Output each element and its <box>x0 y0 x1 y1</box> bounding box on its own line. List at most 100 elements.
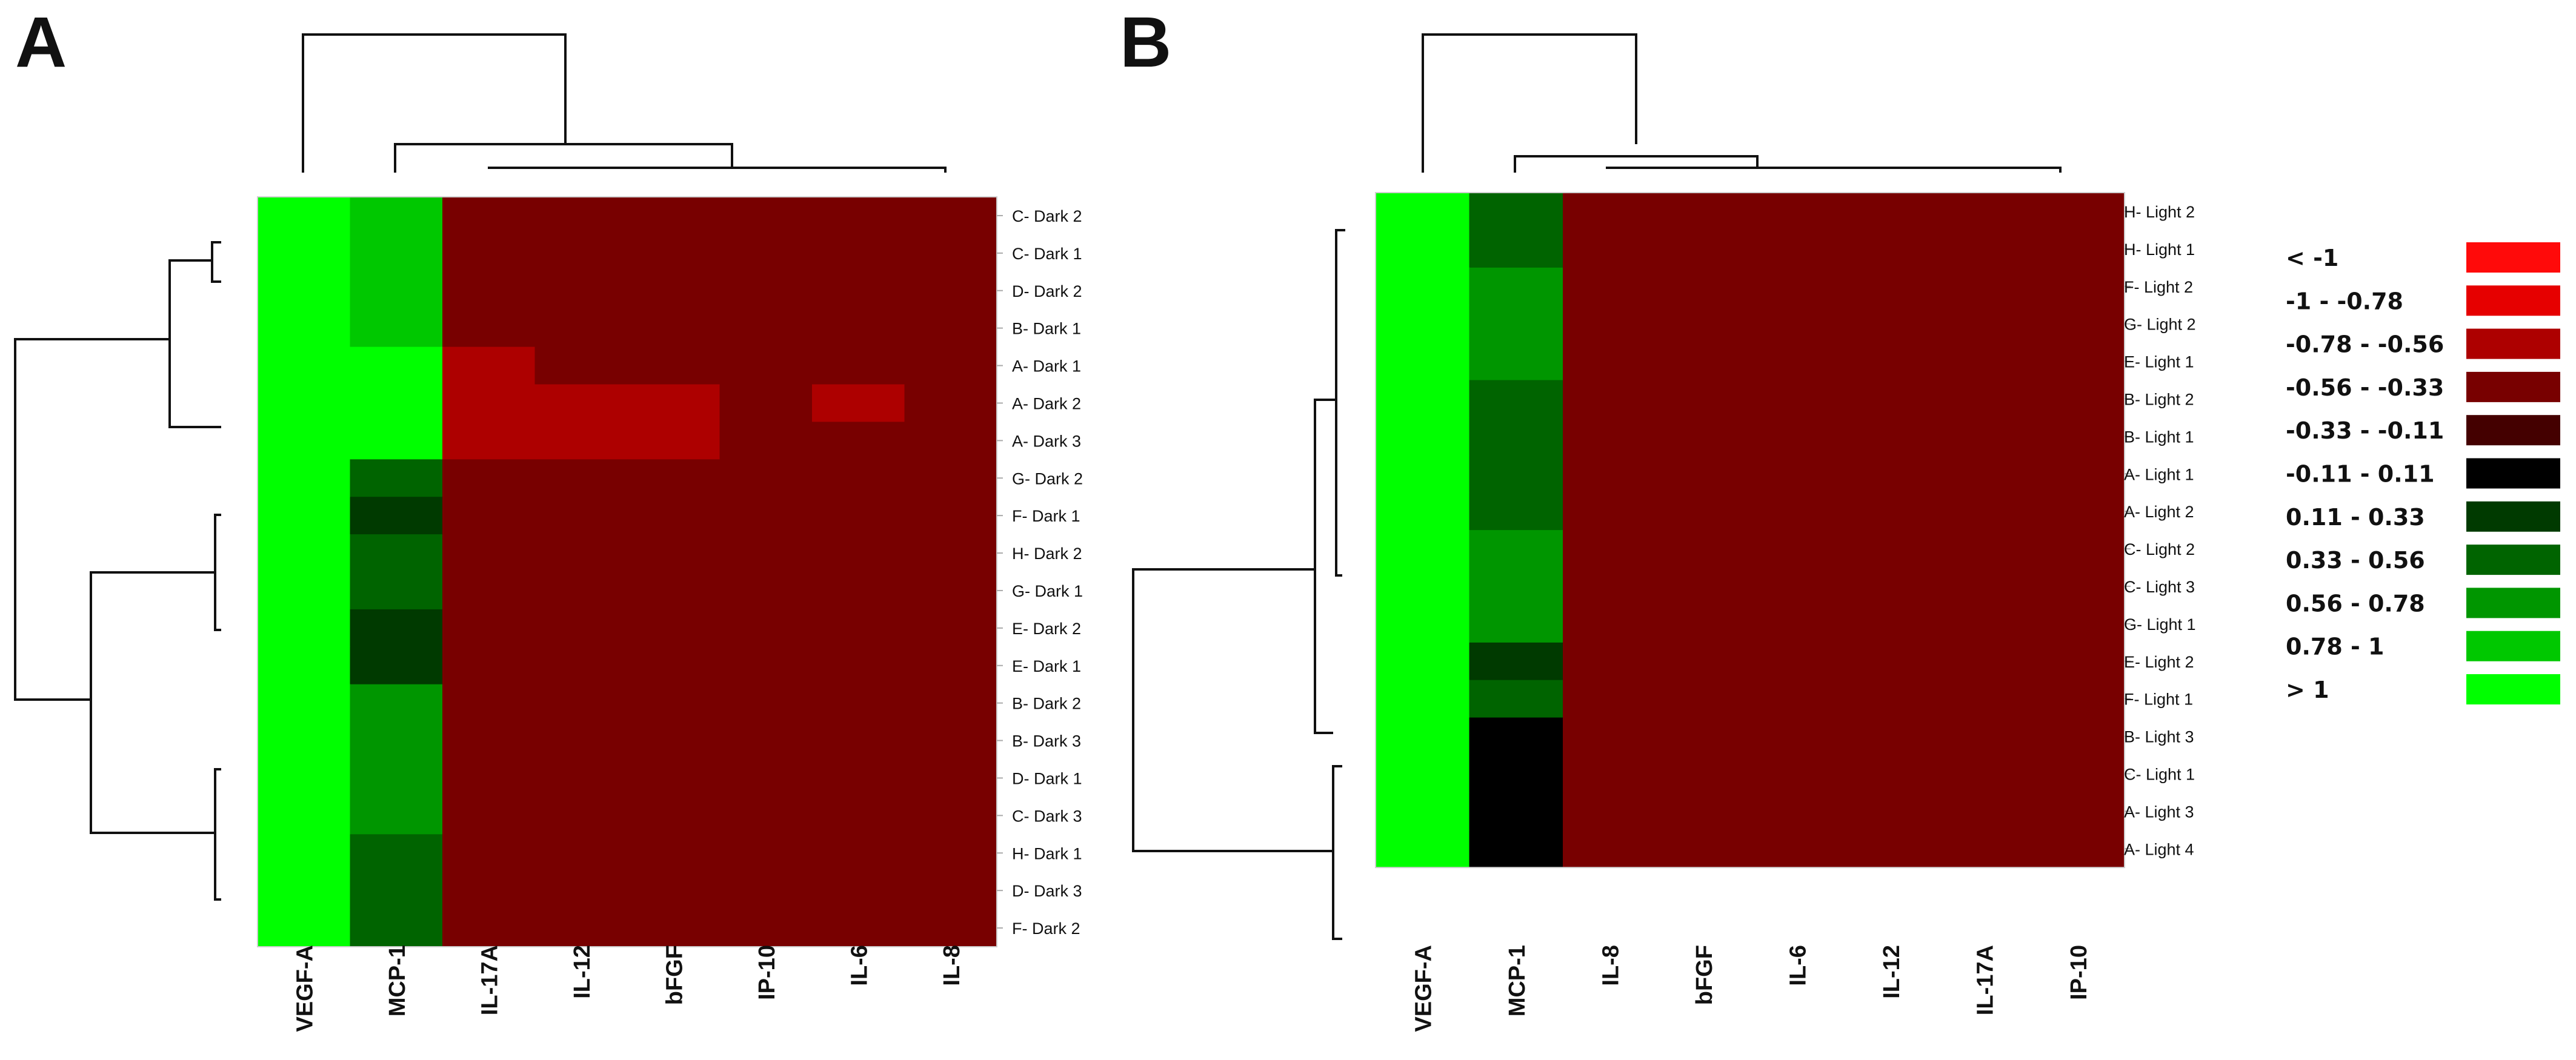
heatmap-cell <box>812 422 905 460</box>
heatmap-cell <box>1750 605 1845 643</box>
heatmap-cell <box>350 197 443 235</box>
heatmap-cell <box>904 422 997 460</box>
heatmap-cell <box>1750 830 1845 868</box>
dendrogram-branch <box>1132 568 1333 852</box>
heatmap-cell <box>1937 605 2032 643</box>
heatmap-cell <box>534 759 628 797</box>
heatmap-cell <box>534 834 628 872</box>
heatmap-cell <box>904 197 997 235</box>
row-label: G- Dark 1 <box>1012 582 1083 600</box>
heatmap-cell <box>719 646 813 685</box>
heatmap-cell <box>534 909 628 947</box>
heatmap-cell <box>812 834 905 872</box>
heatmap-cell <box>1750 680 1845 718</box>
panel-b-row-labels: H- Light 2 H- Light 1 F- Light 2 G- Light 2… <box>2124 203 2196 858</box>
heatmap-cell <box>1750 717 1845 756</box>
heatmap-cell <box>442 797 536 835</box>
dendrogram-branch <box>214 514 221 631</box>
heatmap-cell <box>1656 380 1751 418</box>
heatmap-cell <box>1656 792 1751 830</box>
heatmap-cell <box>719 759 813 797</box>
row-label: B- Dark 2 <box>1012 695 1081 713</box>
heatmap-cell <box>812 721 905 760</box>
heatmap-cell <box>719 834 813 872</box>
heatmap-cell <box>1469 380 1563 418</box>
heatmap-cell <box>1656 230 1751 268</box>
heatmap-cell <box>1750 492 1845 531</box>
heatmap-cell <box>1937 717 2032 756</box>
heatmap-cell <box>627 234 721 273</box>
row-label: E- Light 1 <box>2124 353 2194 371</box>
heatmap-cell <box>1376 830 1470 868</box>
dendrogram-branch <box>394 143 733 173</box>
column-label: IP-10 <box>754 945 780 1000</box>
row-label: C- Dark 3 <box>1012 807 1082 825</box>
column-label: bFGF <box>662 945 687 1005</box>
heatmap-cell <box>904 309 997 348</box>
heatmap-cell <box>1469 342 1563 381</box>
column-label: IP-10 <box>2066 945 2092 1000</box>
heatmap-cell <box>1750 530 1845 568</box>
heatmap-cell <box>904 684 997 723</box>
heatmap-cell <box>534 346 628 385</box>
heatmap-cell <box>442 684 536 723</box>
heatmap-cell <box>719 909 813 947</box>
heatmap-cell <box>1937 305 2032 343</box>
heatmap-cell <box>904 646 997 685</box>
row-label: B- Light 3 <box>2124 728 2194 746</box>
heatmap-cell <box>904 572 997 610</box>
row-label: E- Dark 1 <box>1012 657 1081 675</box>
row-label: A- Dark 3 <box>1012 432 1081 450</box>
heatmap-cell <box>258 872 351 910</box>
heatmap-cell <box>258 721 351 760</box>
heatmap-cell <box>1937 380 2032 418</box>
heatmap-cell <box>1656 193 1751 231</box>
heatmap-cell <box>1843 417 1938 455</box>
heatmap-cell <box>812 197 905 235</box>
heatmap-cell <box>719 572 813 610</box>
heatmap-cell <box>1843 530 1938 568</box>
heatmap-cell <box>719 684 813 723</box>
heatmap-cell <box>1376 755 1470 793</box>
dendrogram-branch <box>488 167 947 173</box>
heatmap-cell <box>1376 642 1470 681</box>
heatmap-cell <box>1376 455 1470 493</box>
heatmap-cell <box>2031 792 2125 830</box>
heatmap-cell <box>1563 230 1657 268</box>
legend-swatch <box>2466 631 2560 661</box>
heatmap-cell <box>1469 417 1563 455</box>
dendrogram-branch <box>1606 167 2062 173</box>
heatmap-cell <box>1656 492 1751 531</box>
heatmap-cell <box>2031 193 2125 231</box>
heatmap-cell <box>1376 792 1470 830</box>
heatmap-cell <box>1376 492 1470 531</box>
heatmap-cell <box>1469 568 1563 606</box>
heatmap-cell <box>1563 305 1657 343</box>
heatmap-cell <box>350 684 443 723</box>
row-label: D- Dark 2 <box>1012 282 1082 300</box>
heatmap-cell <box>1843 455 1938 493</box>
legend-swatch <box>2466 501 2560 532</box>
heatmap-cell <box>258 384 351 422</box>
heatmap-cell <box>1843 305 1938 343</box>
heatmap-cell <box>812 384 905 422</box>
heatmap-cell <box>1843 342 1938 381</box>
heatmap-cell <box>812 534 905 572</box>
dendrogram-branch <box>14 338 170 701</box>
heatmap-cell <box>719 197 813 235</box>
heatmap-cell <box>442 872 536 910</box>
heatmap-cell <box>1563 830 1657 868</box>
heatmap-cell <box>1750 568 1845 606</box>
heatmap-cell <box>812 309 905 348</box>
heatmap-cell <box>2031 455 2125 493</box>
heatmap-cell <box>627 834 721 872</box>
heatmap-cell <box>627 271 721 310</box>
heatmap-cell <box>534 872 628 910</box>
heatmap-cell <box>1843 717 1938 756</box>
row-label: F- Dark 2 <box>1012 919 1080 938</box>
heatmap-cell <box>904 909 997 947</box>
heatmap-cell <box>1656 642 1751 681</box>
heatmap-cell <box>904 534 997 572</box>
dendrogram-branch <box>90 571 215 834</box>
heatmap-cell <box>1750 417 1845 455</box>
